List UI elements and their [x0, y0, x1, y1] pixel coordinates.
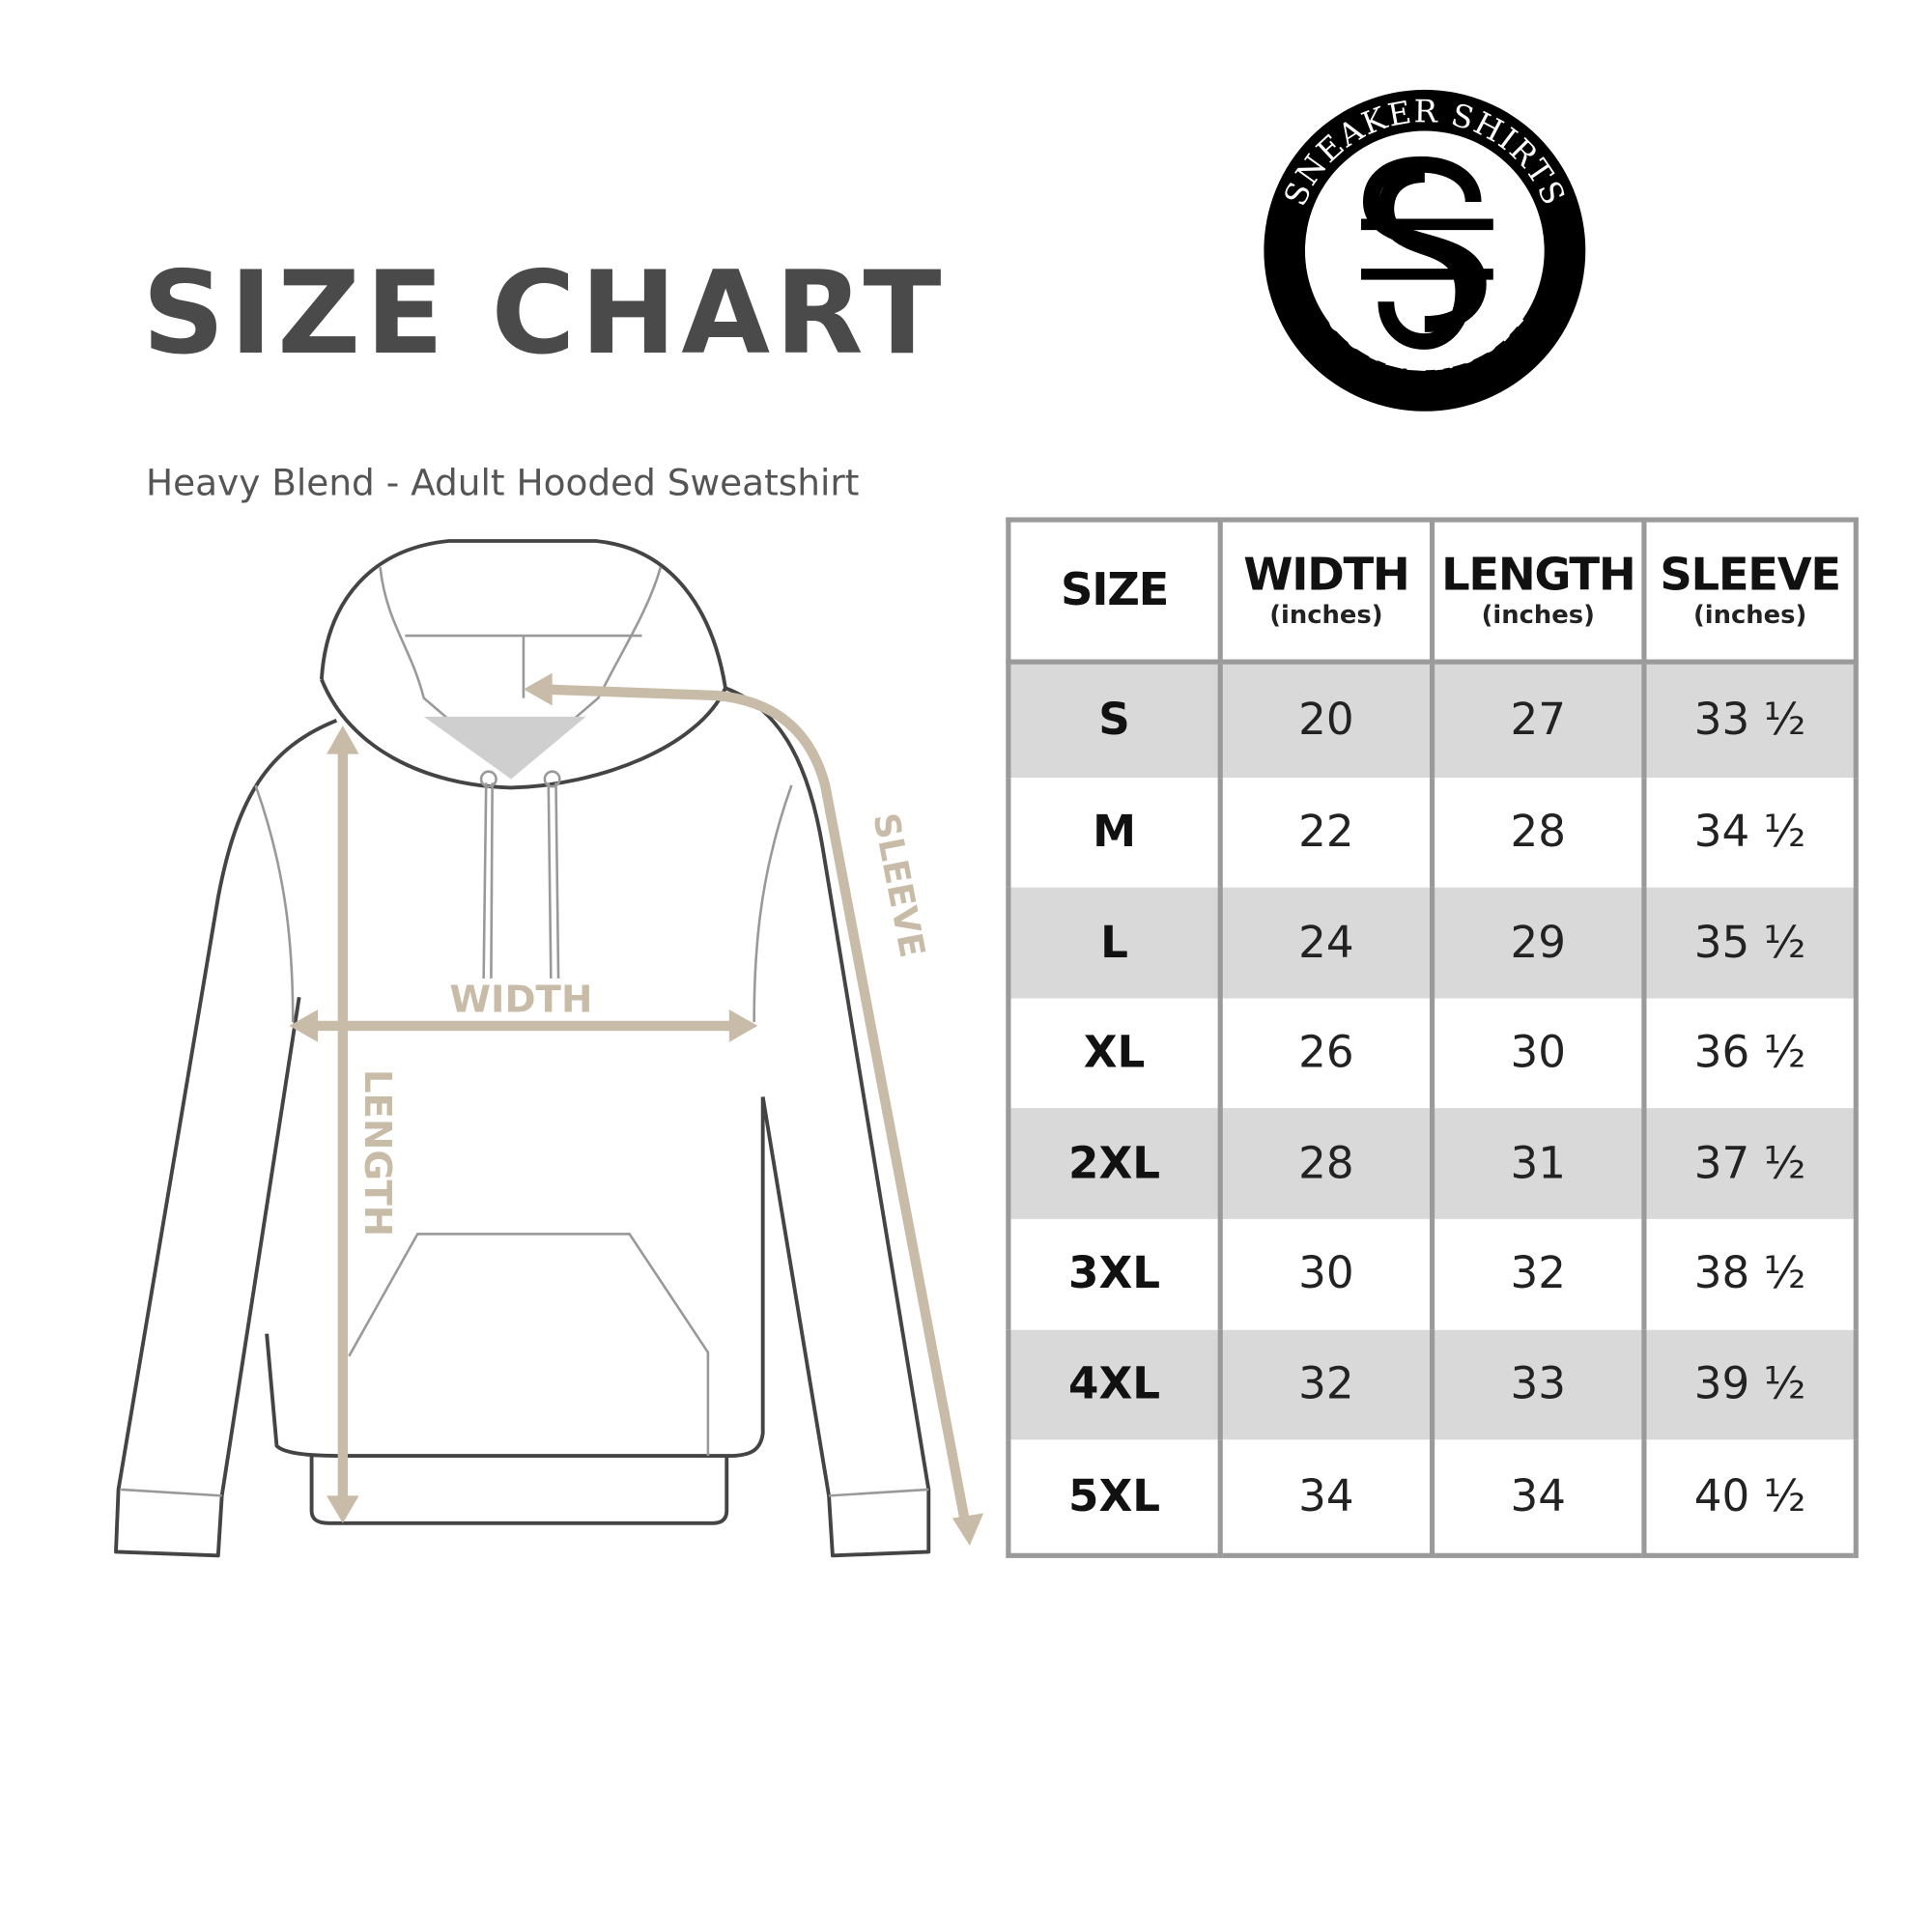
cell-length: 32	[1429, 1218, 1647, 1330]
arrow-down-icon	[327, 1495, 359, 1523]
cell-width: 28	[1217, 1108, 1435, 1219]
cell-width: 24	[1217, 888, 1435, 999]
cell-size: 4XL	[1006, 1329, 1223, 1440]
cell-length: 27	[1429, 662, 1647, 779]
cell-size: M	[1006, 778, 1223, 889]
header-size: SIZE	[1006, 517, 1223, 665]
header-sleeve: SLEEVE (inches)	[1641, 517, 1859, 665]
cell-sleeve: 34 ½	[1641, 778, 1859, 889]
arrow-left-icon	[523, 672, 553, 706]
table-row: 5XL 34 34 40 ½	[1006, 1439, 1859, 1556]
sleeve-arrow	[537, 684, 972, 1532]
cell-length: 30	[1429, 998, 1647, 1109]
page-title: SIZE CHART	[142, 246, 988, 380]
cell-sleeve: 39 ½	[1641, 1329, 1859, 1440]
arrow-down-icon	[952, 1513, 984, 1546]
arrow-up-icon	[327, 724, 359, 754]
cell-size: S	[1006, 662, 1223, 779]
cell-length: 34	[1429, 1439, 1647, 1556]
header-length: LENGTH (inches)	[1429, 517, 1647, 665]
table-row: 3XL 30 32 38 ½	[1006, 1218, 1859, 1330]
header-width: WIDTH (inches)	[1217, 517, 1435, 665]
cell-width: 34	[1217, 1439, 1435, 1556]
cell-sleeve: 40 ½	[1641, 1439, 1859, 1556]
cell-sleeve: 33 ½	[1641, 662, 1859, 779]
measurement-arrows	[299, 684, 972, 1532]
table-row: L 24 29 35 ½	[1006, 888, 1859, 999]
cell-width: 32	[1217, 1329, 1435, 1440]
cell-size: XL	[1006, 998, 1223, 1109]
product-subtitle: Heavy Blend - Adult Hooded Sweatshirt	[145, 461, 860, 504]
cell-length: 28	[1429, 778, 1647, 889]
table-row: S 20 27 33 ½	[1006, 662, 1859, 779]
cell-width: 20	[1217, 662, 1435, 779]
table-header-row: SIZE WIDTH (inches) LENGTH (inches) SLEEVE…	[1006, 517, 1859, 665]
cell-sleeve: 35 ½	[1641, 888, 1859, 999]
ss-monogram-icon	[1361, 156, 1493, 350]
arrowheads	[289, 672, 984, 1546]
cell-length: 31	[1429, 1108, 1647, 1219]
cell-size: 3XL	[1006, 1218, 1223, 1330]
sleeve-label: SLEEVE	[865, 810, 933, 960]
arrow-right-icon	[728, 1009, 758, 1042]
table-row: M 22 28 34 ½	[1006, 778, 1859, 889]
table-row: 2XL 28 31 37 ½	[1006, 1108, 1859, 1219]
arrow-left-icon	[289, 1009, 319, 1042]
title-word: SIZE	[142, 246, 449, 381]
hood-inner	[423, 716, 586, 780]
hoodie-diagram: WIDTH LENGTH SLEEVE	[114, 539, 984, 1558]
cell-size: 2XL	[1006, 1108, 1223, 1219]
table-row: 4XL 32 33 39 ½	[1006, 1329, 1859, 1440]
cell-sleeve: 38 ½	[1641, 1218, 1859, 1330]
cell-width: 30	[1217, 1218, 1435, 1330]
cell-length: 29	[1429, 888, 1647, 999]
width-label: WIDTH	[449, 979, 592, 1022]
size-table: SIZE WIDTH (inches) LENGTH (inches) SLEEVE…	[1006, 517, 1859, 1558]
cell-sleeve: 36 ½	[1641, 998, 1859, 1109]
cell-sleeve: 37 ½	[1641, 1108, 1859, 1219]
cell-width: 26	[1217, 998, 1435, 1109]
cell-size: L	[1006, 888, 1223, 999]
cell-length: 33	[1429, 1329, 1647, 1440]
table-row: XL 26 30 36 ½	[1006, 998, 1859, 1109]
cell-size: 5XL	[1006, 1439, 1223, 1556]
length-label: LENGTH	[355, 1069, 399, 1236]
cell-width: 22	[1217, 778, 1435, 889]
title-word: CHART	[491, 246, 947, 381]
hoodie-outline	[114, 539, 931, 1558]
brand-logo: SNEAKER SHIRTS OUTLET.COM	[1264, 89, 1586, 412]
